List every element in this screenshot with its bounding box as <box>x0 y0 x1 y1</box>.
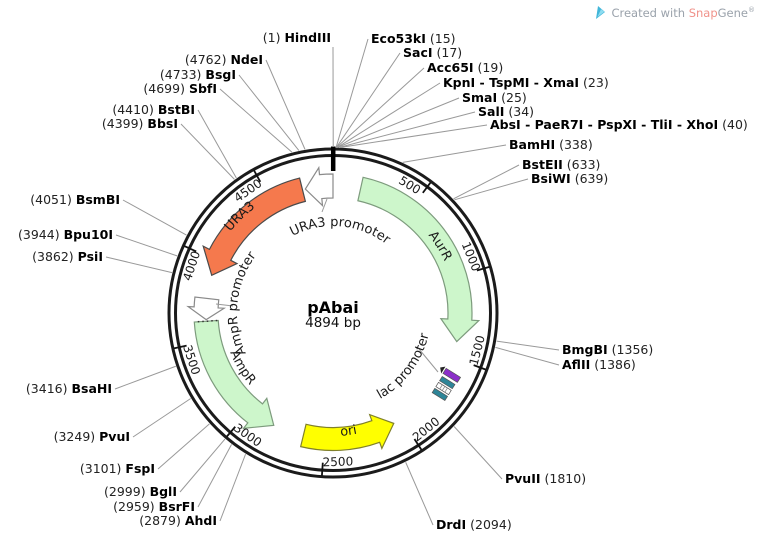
site-label-BmgBI: BmgBI (1356) <box>562 343 653 357</box>
site-connector-DrdI <box>406 462 433 525</box>
site-label-NdeI: (4762) NdeI <box>185 53 263 67</box>
feature-label-lac-promoter: lac promoter <box>375 331 433 402</box>
site-label-PvuI: (3249) PvuI <box>54 430 130 444</box>
site-connector-BstBI <box>198 110 236 178</box>
site-connector-AhdI <box>220 454 246 521</box>
site-connector-PvuII <box>454 427 502 479</box>
feature-label-ori: ori <box>340 423 358 440</box>
site-connector-BsiWI <box>454 179 528 200</box>
site-label-KpnI-TspMI-XmaI: KpnI - TspMI - XmaI (23) <box>443 76 609 90</box>
site-label-Bpu10I: (3944) Bpu10I <box>18 228 113 242</box>
site-label-BstEII: BstEII (633) <box>522 158 600 172</box>
site-label-BsmBI: (4051) BsmBI <box>30 193 120 207</box>
site-connector-FspI <box>158 424 209 469</box>
site-connector-BmgBI <box>497 341 559 350</box>
site-connector-KpnI-TspMI-XmaI <box>338 83 440 147</box>
site-label-Acc65I: Acc65I (19) <box>427 61 503 75</box>
lac-promoter-icon <box>427 365 461 402</box>
site-connector-BbsI <box>181 124 234 179</box>
site-label-SbfI: (4699) SbfI <box>143 82 217 96</box>
site-connector-BsmBI <box>123 200 186 235</box>
tick-label-2500: 2500 <box>322 454 353 469</box>
site-label-SmaI: SmaI (25) <box>462 91 527 105</box>
site-label-BsrFI: (2959) BsrFI <box>113 500 195 514</box>
watermark-text: Created with SnapGene® <box>611 6 755 20</box>
site-connector-SacI <box>337 53 400 147</box>
site-connector-BstEII <box>454 165 519 199</box>
feature-arrow-AurR <box>358 177 479 341</box>
site-label-DrdI: DrdI (2094) <box>436 518 512 532</box>
tick-label-4000: 4000 <box>180 249 203 282</box>
site-connector-PsiI <box>106 257 172 273</box>
site-label-PsiI: (3862) PsiI <box>32 250 103 264</box>
feature-arrow-AmpR-promoter <box>188 297 224 320</box>
snapgene-watermark: Created with SnapGene® <box>594 5 755 20</box>
site-label-SacI: SacI (17) <box>403 46 462 60</box>
site-label-BbsI: (4399) BbsI <box>102 117 178 131</box>
site-label-PvuII: PvuII (1810) <box>505 472 586 486</box>
site-connector-BsgI <box>239 75 299 151</box>
site-connector-SmaI <box>338 98 459 147</box>
site-label-BsgI: (4733) BsgI <box>160 68 236 82</box>
site-label-FspI: (3101) FspI <box>80 462 155 476</box>
feature-arrow-URA3-promoter <box>305 168 333 206</box>
site-connector-NdeI <box>266 60 305 149</box>
site-label-BstBI: (4410) BstBI <box>112 103 195 117</box>
site-connector-Acc65I <box>337 68 424 147</box>
plasmid-title-block: pAbai 4894 bp <box>305 299 361 331</box>
site-label-BsiWI: BsiWI (639) <box>531 172 608 186</box>
site-label-BsaHI: (3416) BsaHI <box>26 382 112 396</box>
site-label-AhdI: (2879) AhdI <box>139 514 217 528</box>
site-label-HindIII: (1) HindIII <box>263 31 331 45</box>
snapgene-logo-icon <box>594 5 607 20</box>
site-connector-BamHI <box>403 145 506 162</box>
site-label-Eco53kI: Eco53kI (15) <box>371 32 456 46</box>
feature-label-URA3-promoter: URA3 promoter <box>288 215 394 248</box>
site-connector-BsaHI <box>115 366 176 389</box>
site-connector-Bpu10I <box>116 235 177 256</box>
site-connector-PvuI <box>133 399 191 437</box>
site-label-BamHI: BamHI (338) <box>509 138 593 152</box>
site-label-BglI: (2999) BglI <box>104 485 177 499</box>
site-connector-BglI <box>180 439 225 492</box>
site-connector-SbfI <box>220 89 292 152</box>
site-connector-AflII <box>495 347 559 365</box>
site-label-AbsI-PaeR7I-PspXI-TliI-XhoI: AbsI - PaeR7I - PspXI - TliI - XhoI (40) <box>490 118 748 132</box>
plasmid-size: 4894 bp <box>305 316 361 331</box>
site-connector-BsrFI <box>198 444 232 507</box>
plasmid-name: pAbai <box>305 299 361 316</box>
site-label-AflII: AflII (1386) <box>562 358 636 372</box>
